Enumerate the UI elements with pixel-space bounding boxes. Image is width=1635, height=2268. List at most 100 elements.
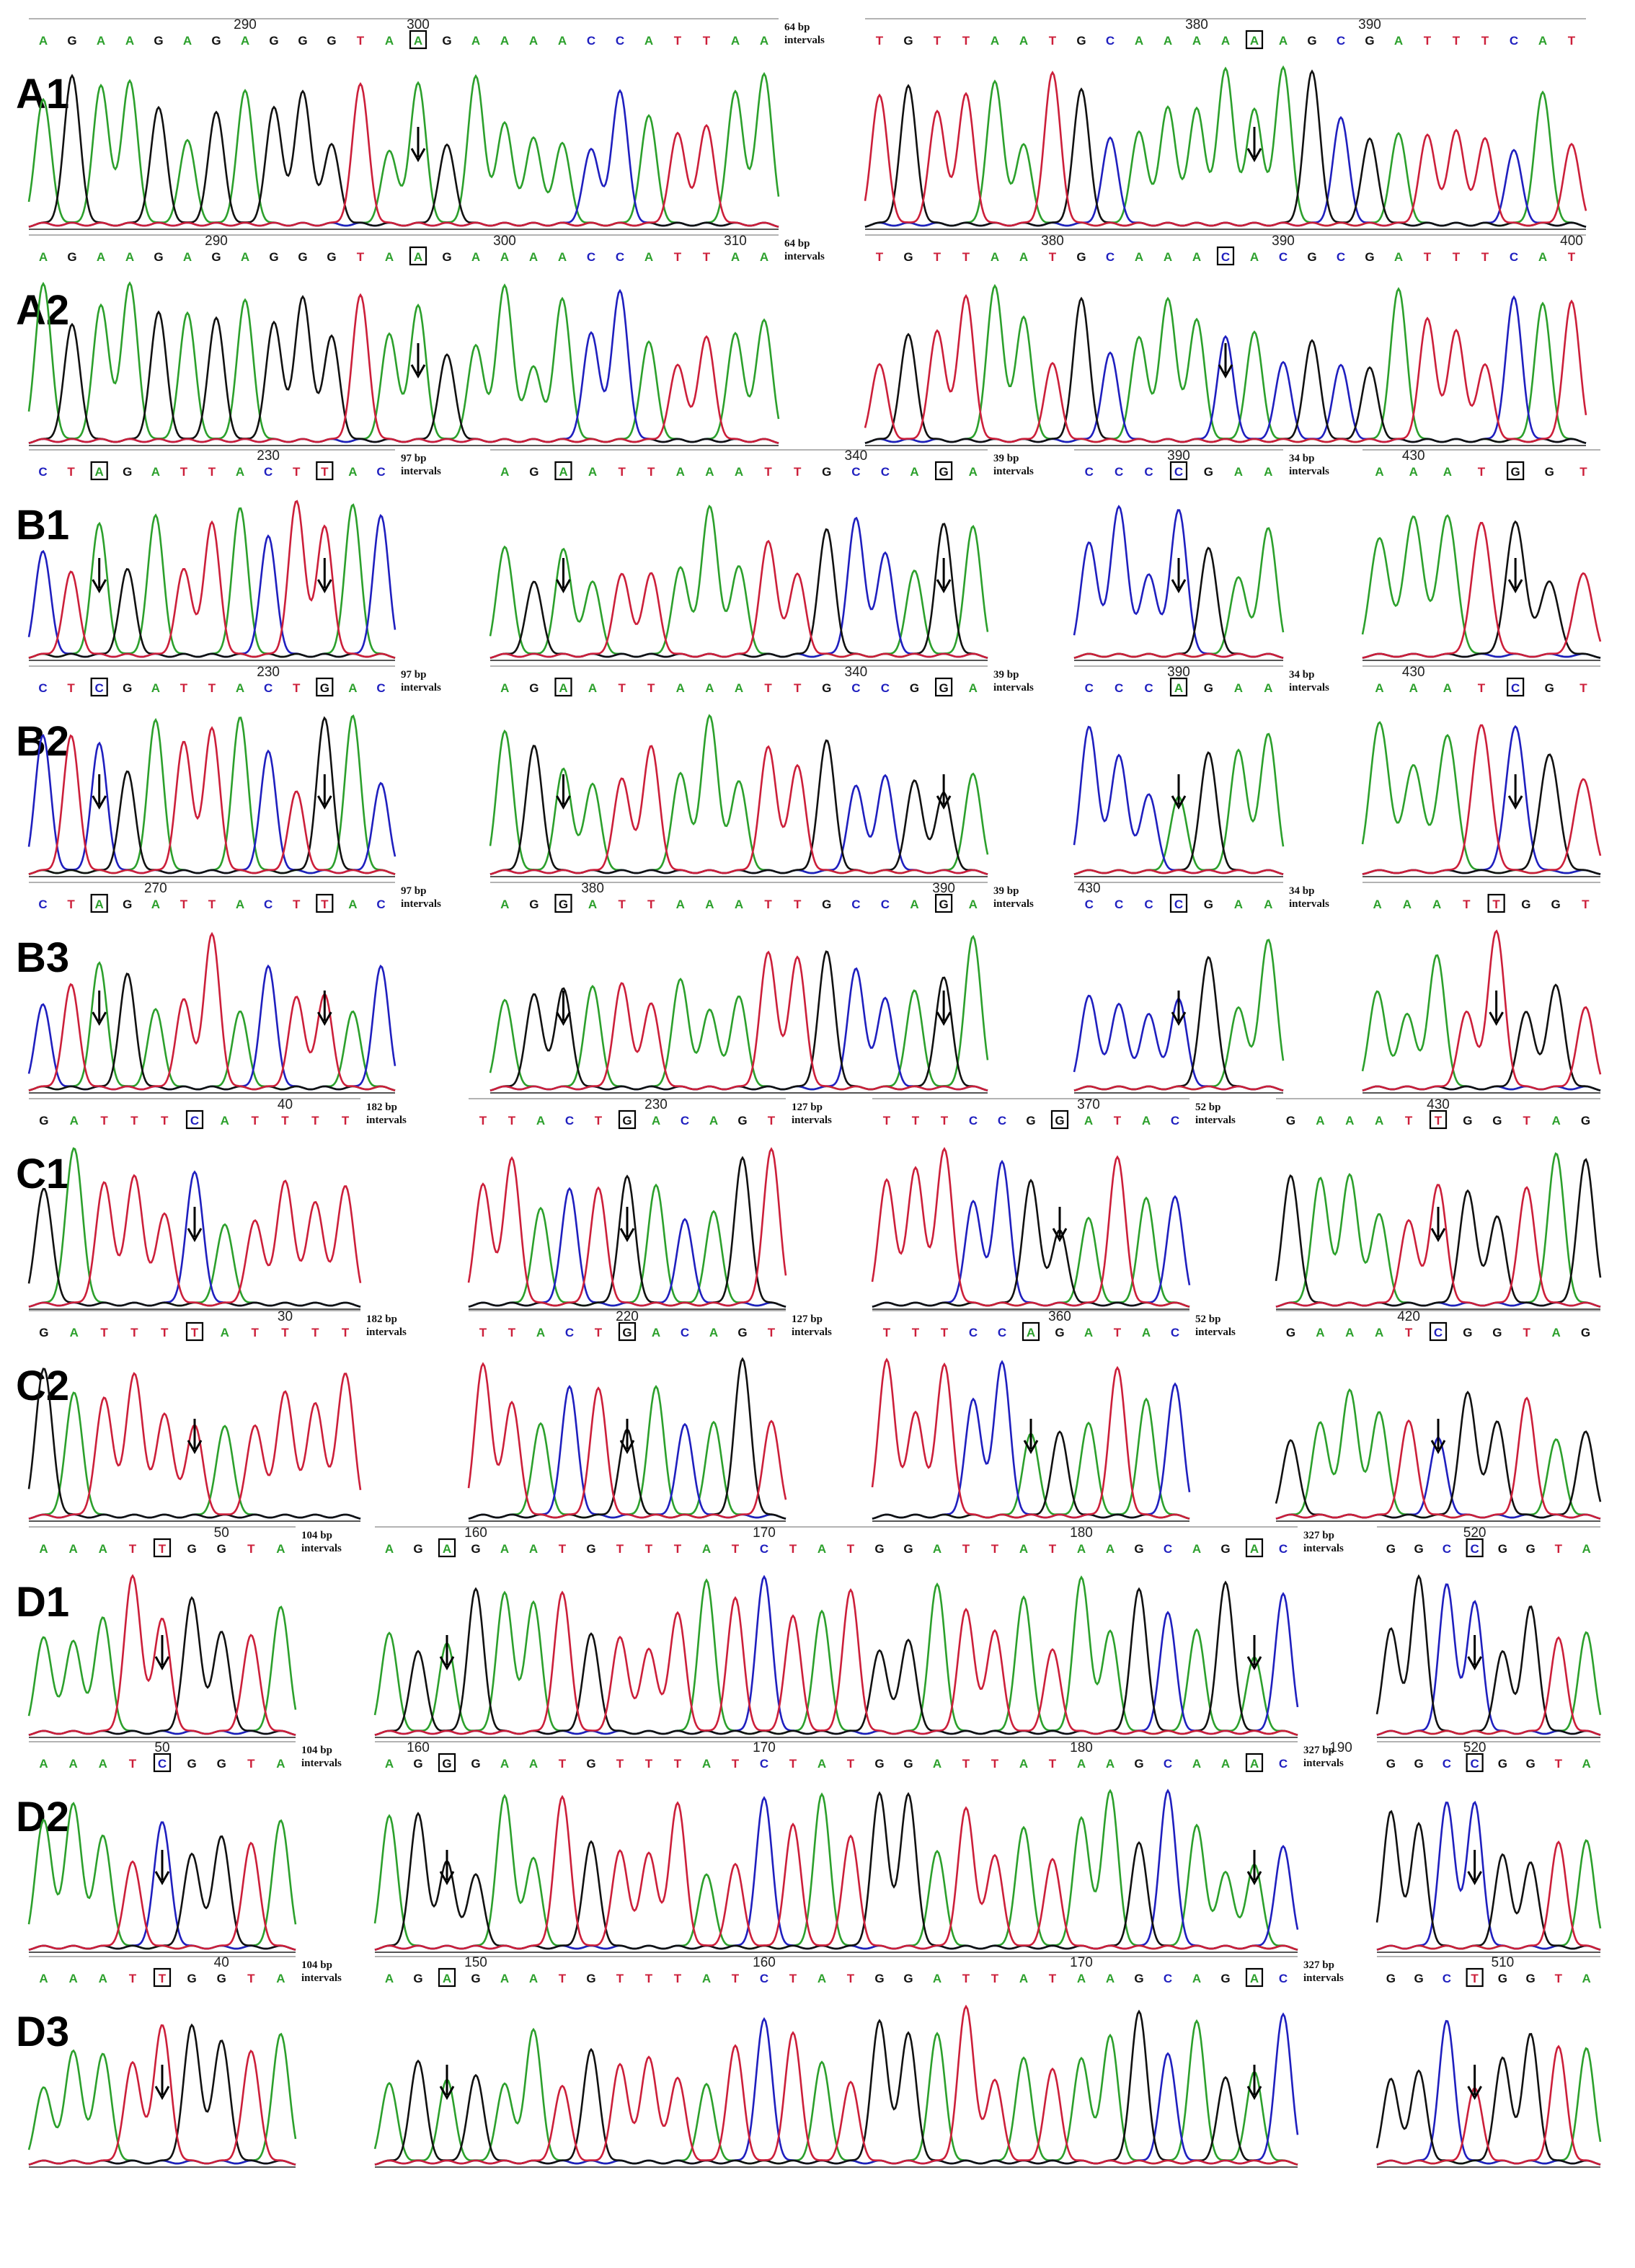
base-call: A xyxy=(1394,34,1403,48)
gap-size-label: 127 bp xyxy=(792,1102,823,1113)
variant-box xyxy=(153,1967,172,1988)
base-call: T xyxy=(941,1326,949,1339)
base-call: A xyxy=(1221,34,1230,48)
gap-size-label: 52 bp xyxy=(1195,1102,1220,1113)
base-call: A xyxy=(910,898,918,911)
base-call: G xyxy=(1220,1542,1230,1556)
variant-box xyxy=(1169,677,1188,697)
trace-a xyxy=(27,281,780,443)
base-call: A xyxy=(558,250,567,264)
gap-size-label: 52 bp xyxy=(1195,1314,1220,1325)
gap-intervals-label: intervals xyxy=(784,251,825,262)
base-call: G xyxy=(123,898,132,911)
base-call: C xyxy=(969,1114,978,1128)
base-call: T xyxy=(703,250,711,264)
base-call: T xyxy=(847,1757,855,1771)
base-call: G xyxy=(1134,1972,1143,1985)
base-call: A xyxy=(1250,34,1259,48)
variant-box xyxy=(1245,1753,1264,1773)
base-call: A xyxy=(969,465,978,479)
variant-arrow xyxy=(317,991,332,1027)
position-number: 40 xyxy=(214,1955,229,1970)
trace-t xyxy=(871,1147,1190,1308)
base-call: A xyxy=(1582,1972,1590,1985)
variant-box xyxy=(153,1753,172,1773)
base-call: C xyxy=(681,1114,689,1128)
base-call: G xyxy=(211,34,221,48)
base-call: T xyxy=(647,898,655,911)
base-call: A xyxy=(933,1972,941,1985)
base-call: G xyxy=(217,1542,226,1556)
base-call: C xyxy=(1115,465,1123,479)
base-call: G xyxy=(1134,1542,1143,1556)
trace-t xyxy=(28,81,779,228)
base-call: T xyxy=(1435,1114,1443,1128)
base-call: C xyxy=(1171,1326,1179,1339)
base-call: G xyxy=(822,465,831,479)
base-call: G xyxy=(1386,1972,1396,1985)
base-call: G xyxy=(1492,1114,1502,1128)
trace-t xyxy=(28,500,396,659)
base-call: T xyxy=(357,250,365,264)
variant-box xyxy=(316,461,334,481)
base-call: T xyxy=(883,1114,891,1128)
base-call: C xyxy=(1511,681,1520,695)
trace-t xyxy=(28,1174,362,1308)
base-call: C xyxy=(376,898,385,911)
base-call: T xyxy=(647,681,655,695)
base-call: G xyxy=(471,1972,480,1985)
base-call: G xyxy=(1581,1326,1590,1339)
base-call: T xyxy=(293,465,301,479)
position-number: 520 xyxy=(1463,1740,1486,1755)
base-call: A xyxy=(1164,34,1172,48)
trace-t xyxy=(374,1587,1298,1736)
base-call: A xyxy=(1077,1542,1086,1556)
base-call: A xyxy=(760,34,768,48)
base-call: A xyxy=(1077,1757,1086,1771)
base-call: G xyxy=(874,1972,884,1985)
base-call: G xyxy=(737,1326,747,1339)
base-call: A xyxy=(385,1757,394,1771)
base-call: T xyxy=(281,1326,289,1339)
base-call: A xyxy=(969,898,978,911)
base-call: C xyxy=(587,250,595,264)
trace-g xyxy=(28,716,396,875)
base-call: T xyxy=(674,1542,682,1556)
base-call: T xyxy=(847,1972,855,1985)
gap-intervals-label: intervals xyxy=(993,682,1034,694)
base-call: A xyxy=(97,250,105,264)
position-number: 370 xyxy=(1077,1097,1100,1112)
variant-arrow xyxy=(439,1635,455,1671)
variant-arrow xyxy=(1507,558,1523,594)
base-call: A xyxy=(1551,1114,1560,1128)
variant-box xyxy=(185,1321,204,1342)
base-call: C xyxy=(760,1542,768,1556)
variant-box xyxy=(409,30,427,50)
trace-t xyxy=(1275,1184,1601,1308)
position-number: 300 xyxy=(407,17,430,32)
gap-intervals-label: intervals xyxy=(1289,466,1329,477)
base-call: T xyxy=(789,1542,797,1556)
position-number: 430 xyxy=(1078,881,1101,896)
sequence-segment: G G C T G G T A 510 xyxy=(1375,1955,1602,2168)
trace-t xyxy=(467,1147,787,1307)
base-call: C xyxy=(1144,681,1153,695)
trace-t xyxy=(28,293,779,444)
base-call: T xyxy=(962,34,970,48)
base-call: A xyxy=(1345,1114,1354,1128)
variant-box xyxy=(1245,30,1264,50)
base-call: A xyxy=(1135,250,1143,264)
trace-a xyxy=(489,934,989,1091)
base-call: A xyxy=(529,1972,538,1985)
base-call: T xyxy=(1049,1757,1057,1771)
base-call: A xyxy=(348,465,357,479)
base-call: T xyxy=(1049,1542,1057,1556)
position-number: 230 xyxy=(257,448,280,464)
base-call: A xyxy=(1221,1757,1230,1771)
position-number: 390 xyxy=(1272,234,1295,249)
base-call: A xyxy=(1142,1326,1151,1339)
base-call: G xyxy=(1134,1757,1143,1771)
